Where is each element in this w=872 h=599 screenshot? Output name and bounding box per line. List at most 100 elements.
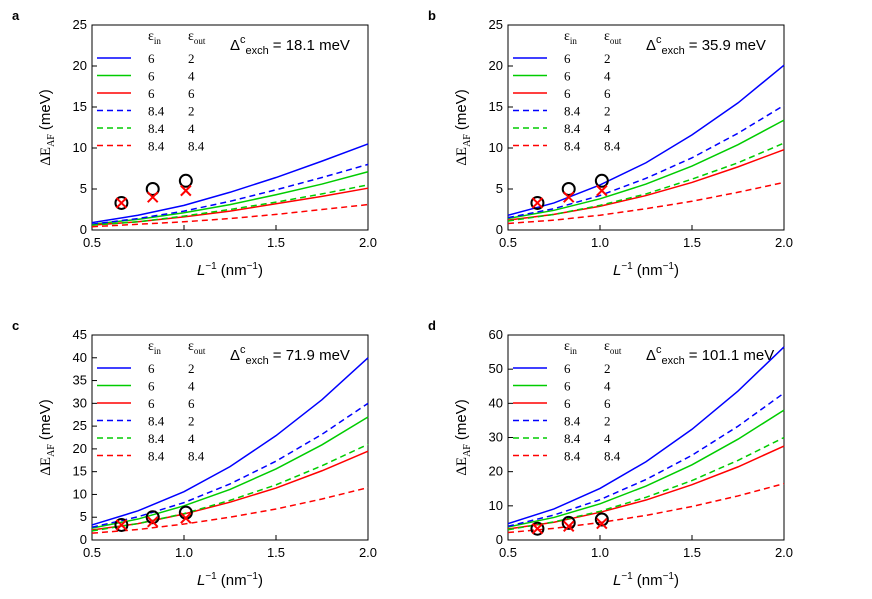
legend-header-part: ε [148, 339, 154, 354]
legend-label: 2 [604, 51, 611, 66]
marker-circle [594, 173, 609, 188]
y-tick-label: 40 [489, 395, 503, 410]
series-line [91, 416, 369, 529]
panel-label: b [428, 8, 436, 23]
series-line [507, 181, 785, 225]
x-axis-label: L−1 (nm−1) [613, 261, 679, 279]
x-axis-label-part: −1 [663, 571, 675, 582]
legend-label: 6 [564, 396, 571, 411]
legend-label: 8.4 [564, 121, 581, 136]
y-axis-label-part: (meV) [37, 399, 54, 440]
marker-cross [115, 519, 128, 531]
x-axis-label-part: ) [258, 262, 263, 279]
panel-label: a [12, 8, 20, 23]
marker-cross [531, 197, 544, 209]
x-axis-label-part: −1 [205, 571, 217, 582]
series-line [507, 409, 785, 528]
legend-label: 6 [148, 379, 155, 394]
legend-label: 8.4 [564, 104, 581, 119]
y-axis-label-part: ΔE [38, 147, 54, 166]
y-tick-label: 10 [73, 486, 87, 501]
series-line [91, 163, 369, 226]
x-tick-label: 0.5 [499, 545, 517, 560]
x-axis-label-part: −1 [621, 261, 633, 272]
annotation-part: = 71.9 meV [273, 347, 350, 364]
y-tick-label: 25 [489, 17, 503, 32]
annotation-part: = 101.1 meV [689, 347, 774, 364]
y-axis-label: ΔEAF (meV) [37, 89, 57, 165]
legend-header: εin [564, 339, 577, 356]
y-axis-label-part: ΔE [454, 457, 470, 476]
y-tick-label: 25 [73, 17, 87, 32]
legend-label: 2 [188, 104, 195, 119]
series-line [507, 445, 785, 530]
y-tick-label: 30 [489, 430, 503, 445]
annotation: Δcexch = 18.1 meV [230, 34, 350, 57]
legend-label: 6 [188, 396, 195, 411]
y-tick-label: 15 [73, 99, 87, 114]
x-axis-label-part: (nm [221, 572, 247, 589]
marker-circle [561, 515, 576, 530]
x-axis-label: L−1 (nm−1) [613, 571, 679, 589]
marker-circle [145, 182, 160, 196]
legend-header: εin [564, 29, 577, 46]
legend-label: 8.4 [604, 139, 621, 154]
annotation-part: exch [246, 45, 269, 57]
series-line [507, 482, 785, 534]
legend-label: 6 [148, 361, 155, 376]
x-axis-label-part: (nm [637, 262, 663, 279]
panel-label: c [12, 318, 19, 333]
series-line [91, 450, 369, 531]
legend-label: 8.4 [148, 449, 165, 464]
y-axis-label: ΔEAF (meV) [37, 399, 57, 475]
plot-frame [91, 334, 369, 541]
legend-label: 8.4 [148, 414, 165, 429]
y-tick-label: 20 [73, 441, 87, 456]
legend-label: 2 [188, 414, 195, 429]
legend-label: 8.4 [148, 104, 165, 119]
series-line [507, 142, 785, 222]
plot-frame [91, 24, 369, 231]
legend-label: 2 [188, 51, 195, 66]
series-line [507, 346, 785, 525]
x-axis-label-part: (nm [637, 572, 663, 589]
annotation-part: Δ [230, 347, 240, 364]
y-tick-label: 20 [489, 464, 503, 479]
legend-label: 6 [604, 86, 611, 101]
x-tick-label: 1.5 [267, 545, 285, 560]
y-axis-label-part: ΔE [454, 147, 470, 166]
legend-label: 8.4 [564, 414, 581, 429]
x-tick-label: 1.5 [267, 235, 285, 250]
marker-cross [180, 512, 192, 524]
marker-cross [180, 184, 192, 197]
legend-label: 6 [564, 379, 571, 394]
marker-cross [147, 516, 159, 528]
series-line [507, 148, 785, 221]
y-tick-label: 0 [80, 532, 87, 547]
legend-label: 6 [564, 69, 571, 84]
y-axis-label: ΔEAF (meV) [453, 89, 473, 165]
legend-header-part: out [194, 346, 206, 356]
y-tick-label: 35 [73, 373, 87, 388]
x-axis-label-part: −1 [247, 571, 259, 582]
x-tick-label: 1.5 [683, 235, 701, 250]
legend-header-part: ε [188, 339, 194, 354]
y-axis-label-part: (meV) [37, 89, 54, 130]
legend-label: 4 [188, 379, 195, 394]
legend-header-part: ε [604, 29, 610, 44]
y-tick-label: 10 [73, 140, 87, 155]
x-tick-label: 0.5 [499, 235, 517, 250]
y-axis-label-part: (meV) [453, 89, 470, 130]
legend-label: 6 [148, 69, 155, 84]
x-tick-label: 1.0 [591, 235, 609, 250]
series-line [91, 486, 369, 534]
annotation-part: c [240, 34, 246, 46]
x-axis-label-part: ) [674, 572, 679, 589]
y-tick-label: 50 [489, 361, 503, 376]
legend-label: 4 [604, 121, 611, 136]
y-tick-label: 5 [80, 181, 87, 196]
series-line [91, 171, 369, 226]
marker-cross [531, 523, 544, 535]
legend-header: εout [188, 339, 206, 356]
